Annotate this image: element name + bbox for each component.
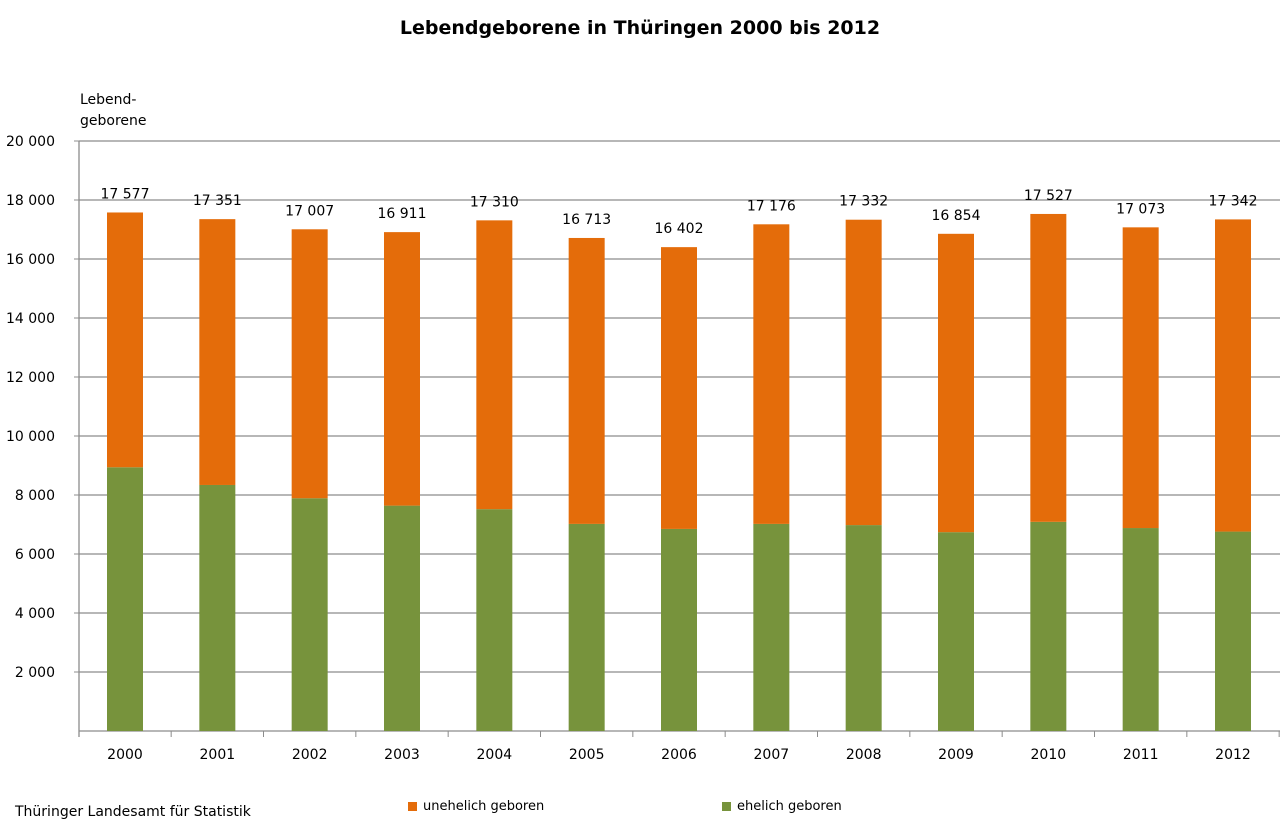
bar-unehelich-geboren-2011 xyxy=(1122,227,1159,529)
bar-ehelich-geboren-2012 xyxy=(1215,531,1251,731)
chart-title: Lebendgeborene in Thüringen 2000 bis 201… xyxy=(399,17,881,39)
x-tick-label: 2011 xyxy=(1123,747,1159,763)
x-tick-label: 2009 xyxy=(938,747,974,763)
x-tick-label: 2001 xyxy=(200,747,236,763)
data-label: 17 073 xyxy=(1116,201,1165,217)
x-tick-label: 2002 xyxy=(292,747,328,763)
y-tick-label: 2 000 xyxy=(15,665,55,681)
bar-ehelich-geboren-2000 xyxy=(107,467,143,731)
data-label: 16 854 xyxy=(932,208,981,224)
data-label: 17 310 xyxy=(470,194,519,210)
legend-item-ehelich: ehelich geboren xyxy=(722,799,842,814)
x-tick-label: 2012 xyxy=(1215,747,1251,763)
y-tick-label: 20 000 xyxy=(6,134,55,150)
data-label: 17 332 xyxy=(839,194,888,210)
legend-label: ehelich geboren xyxy=(737,799,842,814)
bar-unehelich-geboren-2000 xyxy=(107,212,143,468)
bar-unehelich-geboren-2003 xyxy=(384,232,420,506)
legend-label: unehelich geboren xyxy=(423,799,545,814)
x-tick-label: 2000 xyxy=(107,747,143,763)
bar-ehelich-geboren-2004 xyxy=(476,509,513,731)
bar-unehelich-geboren-2008 xyxy=(845,219,882,526)
y-tick-label: 10 000 xyxy=(6,429,55,445)
bar-ehelich-geboren-2011 xyxy=(1122,528,1159,731)
y-tick-label: 8 000 xyxy=(15,488,55,504)
bar-ehelich-geboren-2009 xyxy=(938,532,974,731)
bar-unehelich-geboren-2012 xyxy=(1215,219,1251,532)
data-label: 16 402 xyxy=(655,221,704,237)
bar-unehelich-geboren-2002 xyxy=(291,229,328,499)
legend-item-unehelich: unehelich geboren xyxy=(408,799,544,814)
data-label: 17 577 xyxy=(101,186,150,202)
bar-ehelich-geboren-2006 xyxy=(661,528,697,731)
x-tick-label: 2004 xyxy=(477,747,513,763)
x-tick-label: 2006 xyxy=(661,747,697,763)
source-note: Thüringer Landesamt für Statistik xyxy=(15,804,251,820)
legend-swatch-unehelich xyxy=(408,802,417,811)
y-axis-label: Lebend- geborene xyxy=(80,92,147,129)
bar-ehelich-geboren-2005 xyxy=(568,523,605,731)
x-tick-label: 2007 xyxy=(754,747,790,763)
x-tick-label: 2010 xyxy=(1031,747,1067,763)
data-label: 16 713 xyxy=(562,212,611,228)
data-label: 17 527 xyxy=(1024,188,1073,204)
bar-unehelich-geboren-2007 xyxy=(753,224,790,524)
y-tick-label: 12 000 xyxy=(6,370,55,386)
x-tick-label: 2005 xyxy=(569,747,605,763)
data-label: 17 351 xyxy=(193,193,242,209)
data-label: 17 176 xyxy=(747,198,796,214)
y-tick-label: 6 000 xyxy=(15,547,55,563)
bar-unehelich-geboren-2009 xyxy=(938,233,974,533)
bar-unehelich-geboren-2006 xyxy=(661,247,697,529)
data-label: 17 342 xyxy=(1209,193,1258,209)
bar-unehelich-geboren-2005 xyxy=(568,237,605,524)
bar-ehelich-geboren-2008 xyxy=(845,525,882,731)
data-label: 17 007 xyxy=(285,203,334,219)
bar-unehelich-geboren-2001 xyxy=(199,219,236,485)
bar-ehelich-geboren-2002 xyxy=(291,498,328,731)
x-tick-label: 2003 xyxy=(384,747,420,763)
bar-ehelich-geboren-2010 xyxy=(1030,521,1067,731)
y-tick-label: 16 000 xyxy=(6,252,55,268)
bar-ehelich-geboren-2007 xyxy=(753,523,790,731)
bar-unehelich-geboren-2004 xyxy=(476,220,513,510)
bar-ehelich-geboren-2003 xyxy=(384,505,420,731)
bar-unehelich-geboren-2010 xyxy=(1030,213,1067,522)
data-label: 16 911 xyxy=(378,206,427,222)
y-tick-label: 18 000 xyxy=(6,193,55,209)
legend-swatch-ehelich xyxy=(722,802,731,811)
x-tick-label: 2008 xyxy=(846,747,882,763)
y-tick-label: 14 000 xyxy=(6,311,55,327)
bar-ehelich-geboren-2001 xyxy=(199,484,236,731)
y-tick-label: 4 000 xyxy=(15,606,55,622)
